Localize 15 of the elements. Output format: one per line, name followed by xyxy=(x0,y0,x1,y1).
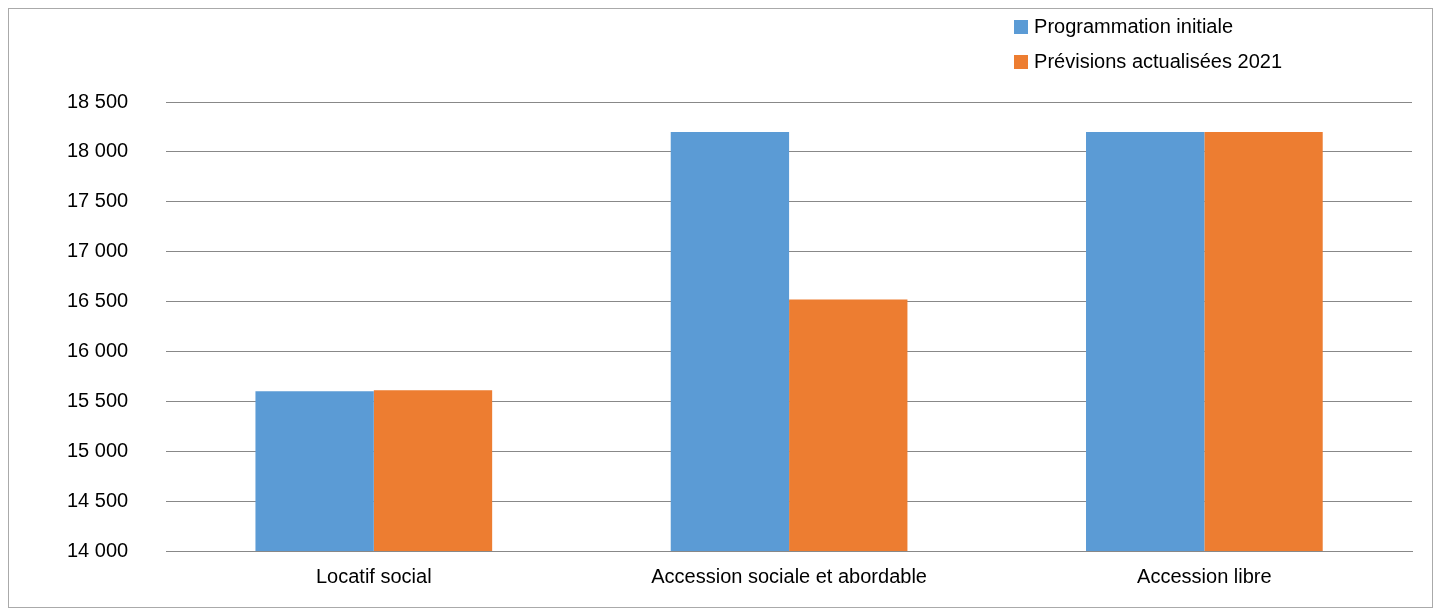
y-tick-label: 18 000 xyxy=(67,139,129,162)
y-tick-label: 18 500 xyxy=(67,89,129,112)
x-tick-label: Locatif social xyxy=(316,564,432,587)
y-tick-label: 15 000 xyxy=(67,438,129,461)
legend-label: Prévisions actualisées 2021 xyxy=(1034,50,1282,73)
y-tick-label: 16 500 xyxy=(67,289,129,312)
legend-label: Programmation initiale xyxy=(1034,15,1234,38)
x-tick-label: Accession libre xyxy=(1137,564,1272,587)
y-tick-label: 15 500 xyxy=(67,388,129,411)
y-tick-label: 17 000 xyxy=(67,239,129,262)
y-tick-label: 14 000 xyxy=(67,538,129,561)
y-tick-label: 14 500 xyxy=(67,488,129,511)
x-tick-label: Accession sociale et abordable xyxy=(651,564,927,587)
y-tick-label: 17 500 xyxy=(67,189,129,212)
y-tick-label: 16 000 xyxy=(67,338,129,361)
